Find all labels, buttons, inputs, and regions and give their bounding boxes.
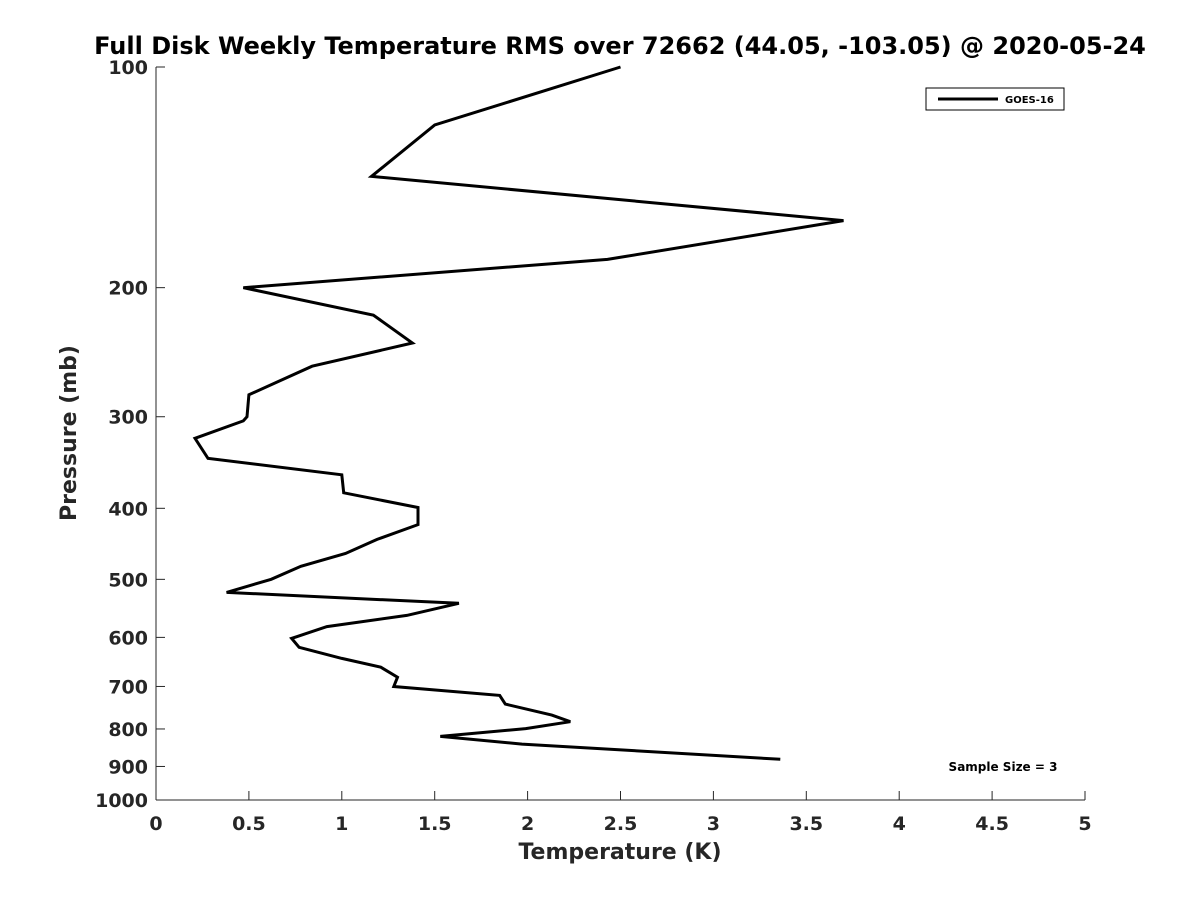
y-tick-label: 200 [108, 278, 148, 300]
plot-axes [155, 67, 1085, 801]
y-tick-label: 700 [108, 676, 148, 698]
x-tick-label: 2.5 [604, 813, 638, 835]
y-tick-label: 900 [108, 756, 148, 778]
y-tick-label: 100 [108, 57, 148, 79]
x-tick-label: 5 [1078, 813, 1091, 835]
x-tick-label: 0 [149, 813, 162, 835]
x-tick-label: 4 [893, 813, 906, 835]
x-tick-label: 4.5 [975, 813, 1009, 835]
series-line-goes16 [192, 65, 844, 761]
x-tick-label: 0.5 [232, 813, 266, 835]
x-tick-label: 3.5 [789, 813, 823, 835]
y-ticks: 100 200 300 400 500 600 700 800 900 1000 [95, 57, 165, 812]
y-tick-label: 500 [108, 569, 148, 591]
chart-title: Full Disk Weekly Temperature RMS over 72… [94, 32, 1146, 60]
x-tick-label: 1.5 [418, 813, 452, 835]
x-tick-label: 1 [335, 813, 348, 835]
sample-size-annotation: Sample Size = 3 [949, 760, 1058, 774]
legend-label: GOES-16 [1005, 95, 1054, 106]
x-ticks: 0 0.5 1 1.5 2 2.5 3 3.5 4 4.5 5 [149, 791, 1092, 835]
x-axis-label: Temperature (K) [518, 840, 721, 865]
y-tick-label: 600 [108, 627, 148, 649]
y-tick-label: 1000 [95, 790, 148, 812]
y-axis-label: Pressure (mb) [57, 345, 82, 521]
x-tick-label: 2 [521, 813, 534, 835]
legend: GOES-16 [925, 87, 1065, 111]
x-tick-label: 3 [707, 813, 720, 835]
y-tick-label: 400 [108, 498, 148, 520]
y-tick-label: 300 [108, 407, 148, 429]
y-tick-label: 800 [108, 719, 148, 741]
